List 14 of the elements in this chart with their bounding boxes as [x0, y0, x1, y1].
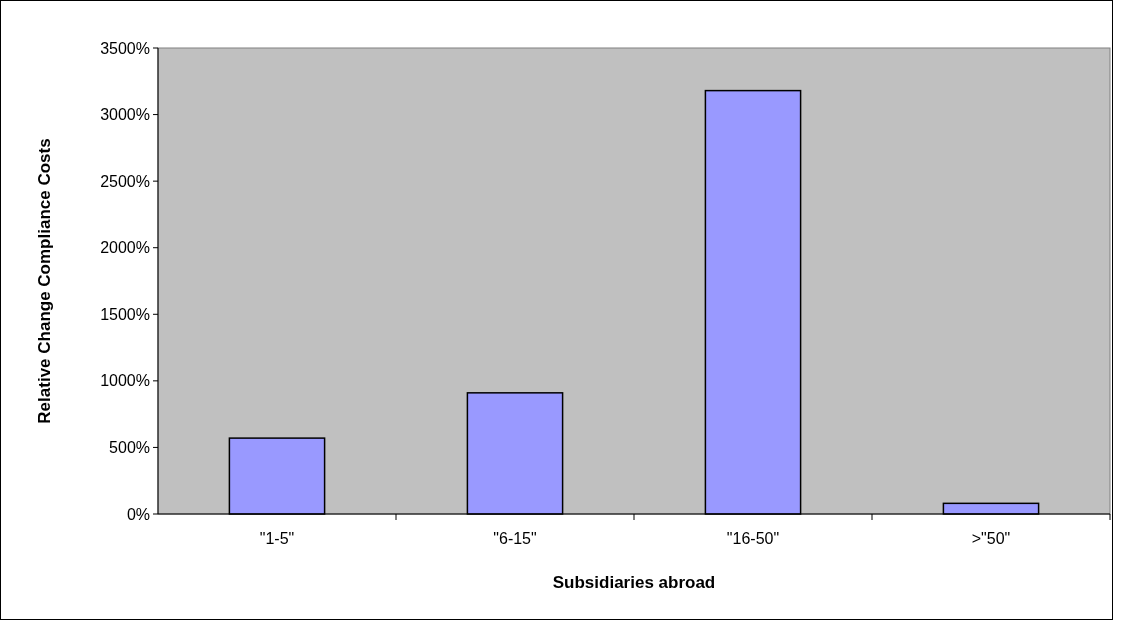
- x-tick-label: "6-15": [493, 530, 537, 547]
- x-tick-label: "1-5": [259, 530, 295, 547]
- y-tick-label: 1500%: [100, 305, 150, 323]
- y-axis-title: Relative Change Compliance Costs: [35, 138, 54, 424]
- x-tick-label: "16-50": [726, 530, 780, 547]
- y-tick-label: 500%: [109, 439, 150, 457]
- y-tick-label: 2000%: [100, 239, 150, 257]
- y-tick-label: 1000%: [100, 372, 150, 390]
- y-tick-label: 3500%: [100, 39, 150, 57]
- y-tick-label: 3000%: [100, 106, 150, 124]
- y-tick-label: 2500%: [100, 172, 150, 190]
- x-axis-title: Subsidiaries abroad: [552, 573, 716, 592]
- x-tick-label: >"50": [971, 530, 1011, 547]
- y-tick-label: 0%: [126, 505, 150, 523]
